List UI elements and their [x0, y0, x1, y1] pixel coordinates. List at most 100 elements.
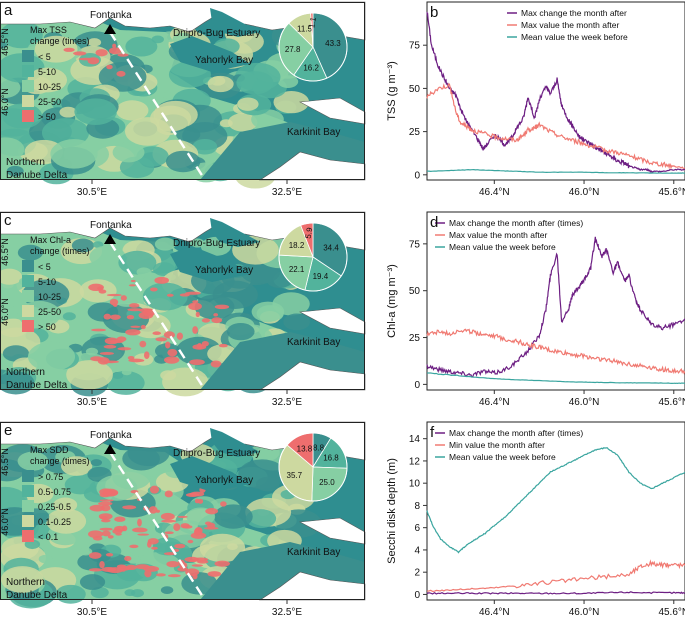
- texture-blob: [6, 165, 24, 177]
- series-line: [426, 328, 685, 375]
- texture-blob: [121, 369, 132, 376]
- hotspot: [99, 560, 105, 569]
- pie-outline: [278, 12, 348, 82]
- texture-blob: [165, 150, 201, 173]
- texture-blob: [237, 97, 259, 111]
- legend-swatch: [22, 65, 34, 77]
- hotspot: [112, 43, 117, 49]
- hotspot: [201, 340, 209, 347]
- x-tick-label: 46.0°N: [569, 187, 600, 198]
- y-tick-label: 10: [409, 479, 421, 490]
- y-tick-label: 0: [414, 590, 420, 601]
- label-fontanka: Fontanka: [90, 220, 132, 231]
- pie-label: 1.1: [307, 16, 318, 29]
- series-line: [426, 83, 685, 170]
- hotspot: [91, 328, 107, 332]
- x-tick-label: 46.0°N: [569, 397, 600, 408]
- texture-blob: [92, 241, 104, 248]
- texture-blob: [151, 35, 164, 44]
- texture-blob: [154, 237, 176, 251]
- legend-title: change (times): [30, 36, 90, 46]
- hotspot: [218, 343, 228, 348]
- chart-b: 0 25 50 75 46.4°N 46.0°N 45.6°N TSS (g m⁻³) Max …: [386, 1, 685, 198]
- label-estuary: Dnipro-Bug Estuary: [173, 238, 260, 249]
- texture-blob: [189, 238, 205, 248]
- x-tick-label: 32.5°E: [272, 607, 302, 618]
- legend-label: 10-25: [38, 292, 61, 302]
- y-tick-label: 0: [414, 170, 420, 181]
- label-karkinit: Karkinit Bay: [287, 547, 340, 558]
- hotspot: [99, 351, 114, 355]
- hotspot: [107, 567, 124, 574]
- pie-outline: [278, 432, 348, 502]
- hotspot: [160, 512, 175, 521]
- y-tick-label: 12: [409, 456, 421, 467]
- hotspot: [185, 291, 201, 295]
- texture-blob: [27, 341, 76, 372]
- texture-blob: [236, 71, 274, 95]
- texture-blob: [227, 113, 258, 132]
- texture-blob: [59, 106, 77, 118]
- texture-blob: [66, 360, 113, 390]
- hotspot: [148, 506, 158, 514]
- plot-area: [426, 1, 685, 181]
- legend-label: Max change the month after: [521, 8, 627, 18]
- texture-blob: [87, 38, 102, 47]
- hotspot: [122, 505, 137, 510]
- map-axes-c: 30.5°E 32.5°E: [77, 390, 302, 408]
- hotspot: [193, 557, 209, 562]
- legend-label: Max value the month after: [449, 230, 547, 240]
- label-fontanka: Fontanka: [90, 10, 132, 21]
- map-yaxis-e: 46.5°N 46.0°N: [0, 448, 10, 536]
- hotspot: [151, 546, 158, 550]
- texture-blob: [142, 282, 188, 311]
- texture-blob: [162, 92, 174, 99]
- texture-blob: [207, 75, 234, 93]
- hotspot: [99, 499, 114, 502]
- legend-label: Max change the month after (times): [449, 428, 583, 438]
- legend-title: change (times): [30, 456, 90, 466]
- pie-outline: [278, 222, 348, 292]
- map-frame: [0, 212, 365, 390]
- legend-swatch: [22, 260, 34, 272]
- estuary-water: [210, 428, 260, 457]
- label-yahorlyk: Yahorlyk Bay: [195, 55, 253, 66]
- hotspot: [103, 344, 117, 349]
- label-estuary: Dnipro-Bug Estuary: [173, 448, 260, 459]
- hotspot: [166, 560, 180, 568]
- legend-label: 5-10: [38, 277, 56, 287]
- hotspot: [173, 523, 181, 532]
- legend-label: Mean value the week before: [521, 32, 628, 42]
- hotspot: [101, 519, 111, 523]
- legend-swatch: [22, 110, 34, 122]
- hotspot: [63, 47, 75, 52]
- legend-swatch: [22, 320, 34, 332]
- texture-blob: [0, 268, 23, 285]
- series-line: [426, 447, 685, 554]
- legend-title: Max Chl-a: [30, 235, 71, 245]
- hotspot: [128, 303, 140, 308]
- hotspot: [207, 571, 222, 577]
- x-tick-label: 46.4°N: [479, 187, 510, 198]
- texture-blob: [160, 586, 174, 595]
- texture-blob: [79, 574, 106, 590]
- y-tick-label: 46.0°N: [0, 298, 10, 326]
- pie-label: 16.8: [323, 453, 339, 462]
- hotspot: [106, 293, 122, 297]
- texture-blob: [60, 456, 93, 476]
- pie-label: 34.4: [323, 243, 339, 252]
- legend-swatch: [22, 530, 34, 542]
- legend-label: < 0.1: [38, 532, 58, 542]
- pie-label: 35.7: [287, 471, 303, 480]
- legend-label: < 5: [38, 262, 51, 272]
- legend-label: 0.5-0.75: [38, 487, 71, 497]
- hotspot: [125, 564, 138, 571]
- hotspot: [104, 337, 119, 345]
- hotspot: [203, 526, 219, 530]
- hotspot: [166, 293, 174, 297]
- panel-letter: e: [4, 422, 12, 439]
- hotspot: [197, 498, 204, 504]
- estuary-water: [210, 218, 260, 247]
- y-tick-label: 75: [409, 41, 421, 52]
- transect-line: [108, 451, 207, 601]
